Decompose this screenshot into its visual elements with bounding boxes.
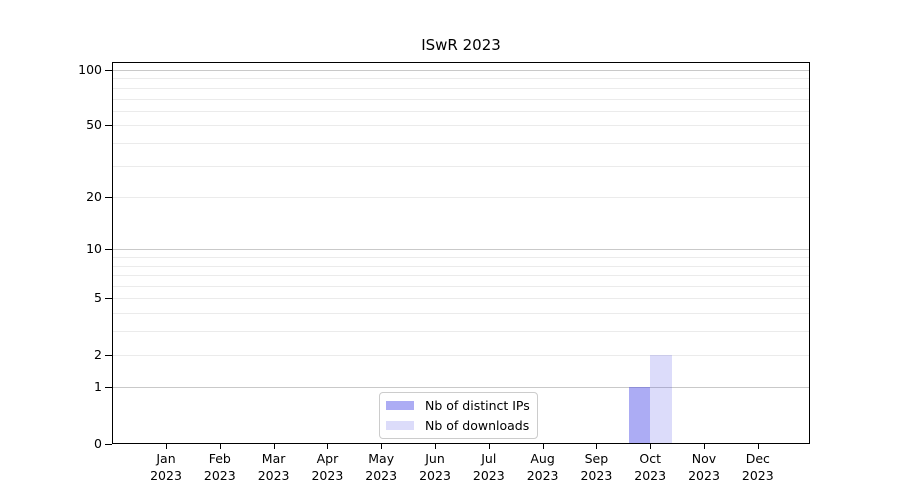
legend-swatch-distinct-ips [386,401,414,410]
legend-item: Nb of downloads [386,418,530,433]
x-tick-label-month: Aug [530,451,555,466]
bar-downloads [650,354,672,443]
legend-label: Nb of distinct IPs [425,398,530,413]
x-tick-label: May 2023 [351,451,411,484]
gridline-minor [113,88,809,89]
x-tick-mark [489,444,490,449]
x-tick-mark [220,444,221,449]
x-tick-label-year: 2023 [203,467,236,483]
legend-swatch-downloads [386,421,414,430]
gridline-minor [113,143,809,144]
x-tick-label-month: Feb [208,451,231,466]
y-tick-label: 5 [94,290,102,306]
x-tick-mark [381,444,382,449]
gridline-minor [113,197,809,198]
x-tick-label: Jul 2023 [459,451,519,484]
gridline-minor [113,99,809,100]
legend-item: Nb of distinct IPs [386,398,530,413]
x-tick-mark [758,444,759,449]
x-tick-label-year: 2023 [741,467,774,483]
x-tick-label-month: Nov [691,451,717,466]
bar-distinct-ips [628,387,651,443]
x-tick-label: Jan 2023 [136,451,196,484]
x-tick-mark [650,444,651,449]
gridline-minor [113,286,809,287]
x-tick-label: Jun 2023 [405,451,465,484]
gridline-minor [113,78,809,79]
y-tick-mark [105,125,112,126]
y-tick-label: 1 [94,379,102,395]
x-tick-label-month: Oct [639,451,661,466]
x-tick-label-year: 2023 [311,467,344,483]
x-tick-label-month: Jun [425,451,445,466]
gridline-minor [113,313,809,314]
y-tick-mark [105,444,112,445]
gridline-minor [113,355,809,356]
legend: Nb of distinct IPs Nb of downloads [379,392,538,439]
gridline-major [113,387,809,388]
y-tick-label: 100 [78,62,102,77]
x-tick-label: Nov 2023 [674,451,734,484]
gridline-minor [113,266,809,267]
x-tick-label: Sep 2023 [566,451,626,484]
x-tick-label-month: Dec [745,451,770,466]
x-tick-label-year: 2023 [688,467,720,483]
x-tick-label: Oct 2023 [620,451,680,484]
gridline-minor [113,111,809,112]
y-tick-mark [105,387,112,388]
y-tick-mark [105,197,112,198]
y-tick-label: 50 [86,117,102,133]
x-tick-mark [596,444,597,449]
y-tick-mark [105,355,112,356]
plot-area [112,62,810,444]
gridline-minor [113,298,809,299]
x-tick-mark [435,444,436,449]
x-tick-mark [543,444,544,449]
x-tick-mark [327,444,328,449]
gridline-minor [113,257,809,258]
x-tick-label-year: 2023 [580,467,613,483]
x-tick-label: Mar 2023 [244,451,304,484]
x-tick-label: Apr 2023 [297,451,357,484]
x-tick-label-year: 2023 [634,467,667,483]
gridline-major [113,249,809,250]
x-tick-label-month: Sep [584,451,609,466]
x-tick-label: Dec 2023 [728,451,788,484]
x-tick-label: Feb 2023 [190,451,250,484]
gridline-minor [113,331,809,332]
y-tick-mark [105,298,112,299]
x-tick-label-month: Jan [156,451,176,466]
x-tick-mark [166,444,167,449]
legend-label: Nb of downloads [425,418,530,433]
x-tick-label-year: 2023 [472,467,505,483]
gridline-major [113,70,809,71]
gridline-minor [113,125,809,126]
x-tick-label-year: 2023 [257,467,290,483]
x-tick-label-month: Jul [481,451,497,466]
gridline-minor [113,166,809,167]
x-tick-label: Aug 2023 [513,451,573,484]
y-tick-label: 0 [94,435,102,451]
y-tick-label: 2 [94,346,102,362]
x-tick-label-month: Mar [261,451,286,466]
x-tick-label-year: 2023 [150,467,182,483]
x-tick-label-month: Apr [316,451,339,466]
y-tick-mark [105,249,112,250]
x-tick-label-year: 2023 [526,467,559,483]
y-tick-mark [105,70,112,71]
chart-title: ISwR 2023 [421,36,501,54]
y-tick-label: 20 [86,189,102,205]
x-tick-mark [274,444,275,449]
x-tick-label-year: 2023 [419,467,451,483]
gridline-minor [113,275,809,276]
x-tick-label-month: May [368,451,395,466]
x-tick-mark [704,444,705,449]
y-tick-label: 10 [86,241,102,257]
x-tick-label-year: 2023 [365,467,398,483]
